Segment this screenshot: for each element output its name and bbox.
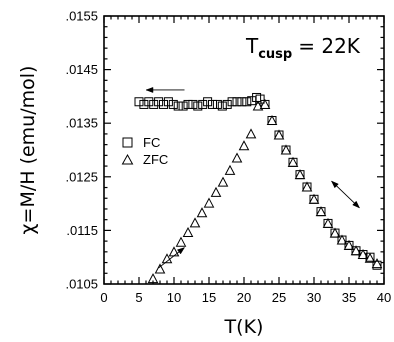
fc-point: [163, 97, 173, 107]
zfc-point: [245, 128, 257, 139]
zfc-point: [182, 226, 194, 238]
arrow-head: [330, 180, 339, 189]
legend-zfc-label: ZFC: [143, 152, 168, 167]
zfc-point: [273, 129, 285, 140]
fc-point: [149, 99, 159, 109]
y-tick-label: .0125: [65, 169, 98, 184]
y-tick-label: .0115: [66, 223, 98, 238]
legend: FC ZFC: [121, 135, 168, 167]
zfc-point: [168, 246, 180, 257]
fc-point: [217, 101, 227, 111]
fc-point: [173, 101, 183, 111]
tcusp-value: = 22K: [298, 34, 361, 58]
arrows-group: [145, 87, 361, 269]
zfc-point: [252, 100, 264, 111]
x-tick-label: 35: [342, 290, 356, 305]
zfc-point: [308, 193, 320, 204]
fc-point: [178, 101, 188, 111]
x-tick-label: 20: [237, 290, 251, 305]
arrow-head: [352, 200, 361, 209]
fc-point: [144, 97, 154, 107]
y-tick-label: .0155: [65, 9, 98, 24]
fc-point: [232, 97, 242, 107]
marks-group: [134, 92, 383, 284]
ticks-group: 0 5 10 15 20 25 30 35 40 .0105 .0115 .0125 .0135 .014…: [65, 9, 391, 306]
fc-point: [198, 99, 208, 109]
fc-point: [227, 97, 237, 107]
zfc-point: [224, 164, 236, 175]
fc-point: [168, 99, 178, 109]
x-tick-label: 5: [135, 290, 142, 305]
zfc-point: [189, 217, 201, 228]
tcusp-annotation: Tcusp = 22K: [245, 34, 361, 62]
fc-point: [242, 97, 252, 107]
fc-point: [222, 99, 232, 109]
fc-point: [237, 97, 247, 107]
x-axis-label: T(K): [224, 316, 264, 338]
zfc-point: [210, 186, 222, 197]
zfc-point: [231, 152, 243, 163]
fc-point: [139, 99, 149, 109]
tcusp-subscript: cusp: [258, 47, 292, 62]
zfc-point: [203, 197, 215, 208]
fc-point: [212, 99, 222, 109]
zfc-point: [315, 206, 327, 217]
zfc-point: [154, 263, 166, 274]
x-tick-label: 15: [202, 290, 216, 305]
zfc-point: [175, 236, 187, 247]
arrow-head: [176, 247, 186, 255]
zfc-point: [196, 207, 208, 218]
zfc-point: [301, 181, 313, 192]
x-tick-label: 40: [377, 290, 391, 305]
legend-fc-label: FC: [143, 135, 160, 150]
fc-point: [208, 99, 217, 109]
zfc-point: [371, 258, 383, 269]
zfc-point: [364, 252, 376, 263]
zfc-point: [266, 114, 278, 126]
zfc-point: [357, 248, 369, 260]
zfc-point: [343, 239, 355, 250]
zfc-point: [336, 234, 348, 245]
fc-point: [183, 99, 193, 109]
x-tick-label: 25: [272, 290, 286, 305]
zfc-point: [280, 144, 292, 155]
tcusp-main: T: [245, 34, 259, 58]
fc-point: [372, 260, 382, 270]
fc-point: [203, 97, 213, 107]
fc-point: [193, 101, 203, 111]
x-tick-label: 0: [100, 290, 107, 305]
y-tick-label: .0145: [65, 62, 98, 77]
arrow-head: [145, 87, 154, 93]
zfc-point: [238, 140, 250, 151]
zfc-point: [161, 253, 173, 264]
fc-point: [188, 99, 198, 109]
zfc-point: [217, 176, 229, 187]
zfc-point: [329, 227, 341, 238]
zfc-point: [147, 273, 159, 284]
fc-point: [154, 97, 164, 107]
zfc-point: [322, 217, 334, 228]
zfc-point: [259, 98, 271, 109]
fc-point: [134, 97, 144, 107]
x-tick-label: 10: [167, 290, 181, 305]
zfc-point: [350, 245, 362, 256]
zfc-point: [294, 169, 306, 180]
x-tick-label: 30: [307, 290, 321, 305]
fc-point: [159, 99, 168, 109]
fc-point: [255, 94, 265, 104]
y-axis-label: χ=M/H (emu/mol): [17, 66, 39, 235]
legend-fc-marker: [122, 137, 133, 148]
zfc-point: [287, 156, 299, 167]
y-tick-label: .0105: [65, 277, 98, 292]
legend-zfc-marker: [121, 153, 134, 165]
y-tick-label: .0135: [65, 116, 98, 131]
